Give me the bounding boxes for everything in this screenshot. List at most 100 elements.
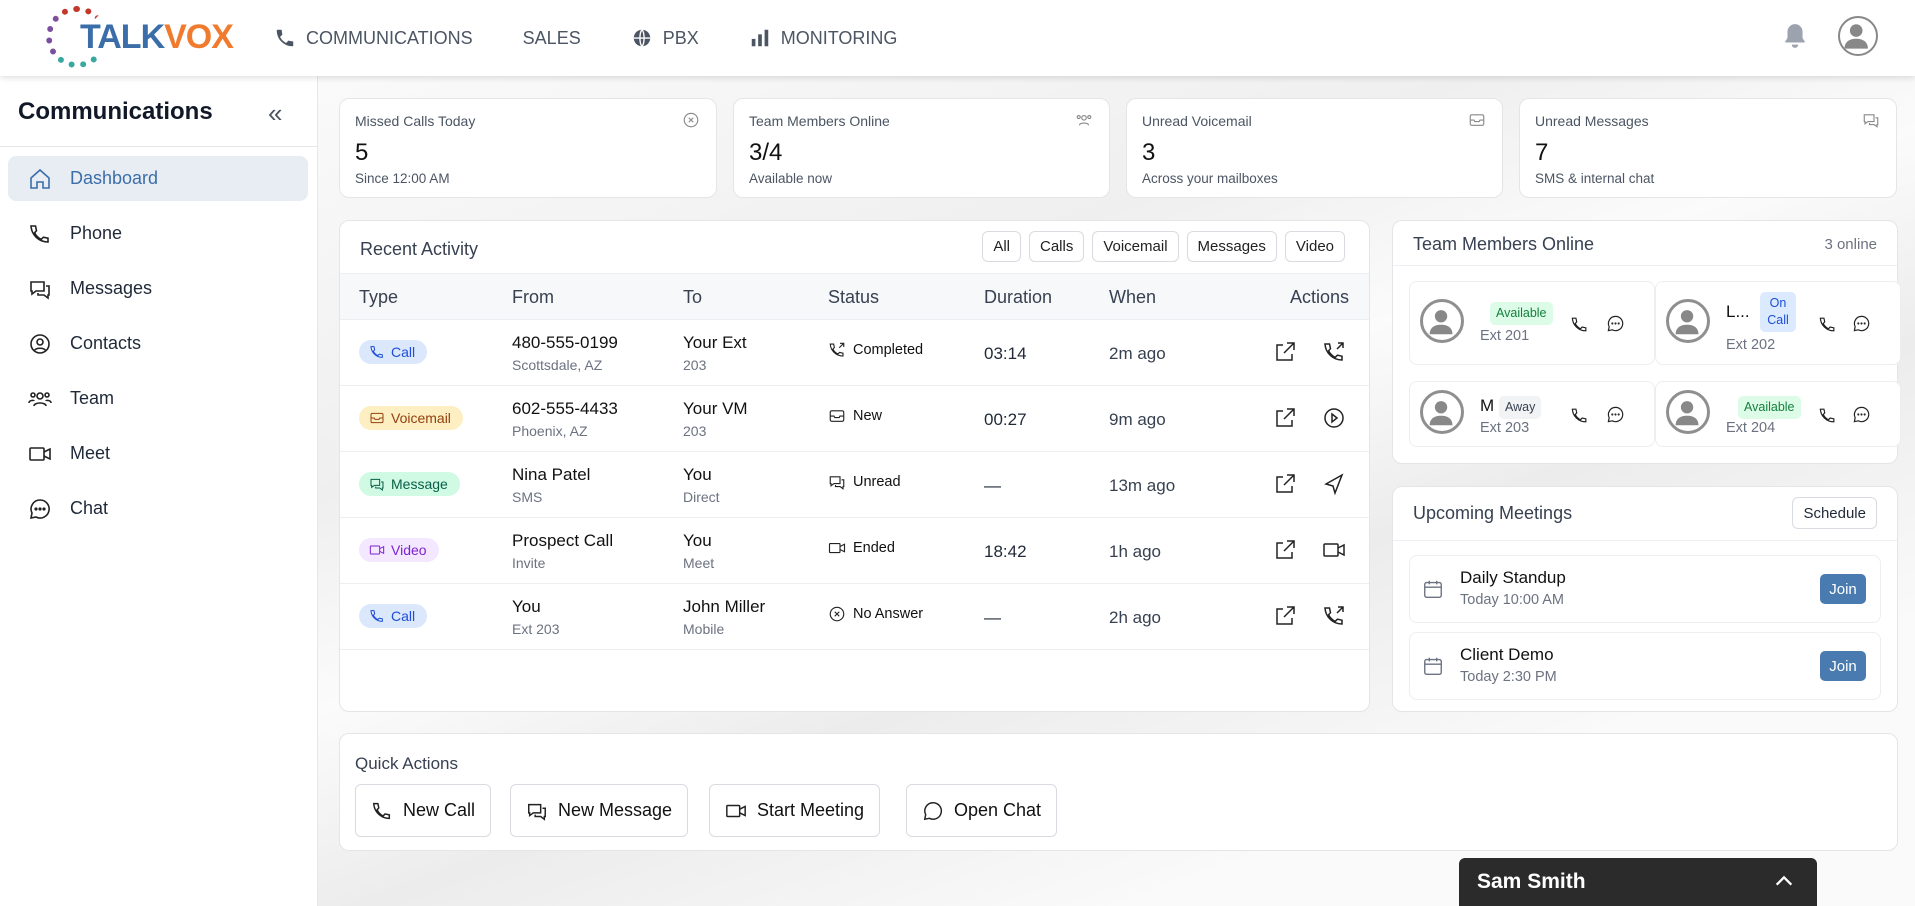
bar-chart-icon [751, 29, 768, 47]
member-ext: Ext 204 [1726, 420, 1776, 436]
start-meeting-button[interactable]: Start Meeting [709, 784, 881, 837]
divider [1393, 265, 1897, 266]
filter-calls[interactable]: Calls [1028, 231, 1085, 262]
meeting-item[interactable]: Client Demo Today 2:30 PM Join [1409, 632, 1881, 700]
team-member-card[interactable]: Available Ext 204 [1655, 381, 1901, 447]
new-call-button[interactable]: New Call [355, 784, 492, 837]
chat-bar[interactable]: Sam Smith [1459, 858, 1817, 906]
quick-actions-card: Quick Actions New Call New Message Start… [339, 733, 1898, 851]
new-message-button[interactable]: New Message [510, 784, 689, 837]
sidebar-item-label: Chat [70, 498, 109, 518]
phone-icon [30, 224, 49, 243]
status: Unread [828, 473, 901, 491]
table-row[interactable]: Call You Ext 203 John Miller Mobile No A… [340, 584, 1369, 650]
filter-messages[interactable]: Messages [1186, 231, 1277, 262]
team-member-card[interactable]: M Away Ext 203 [1409, 381, 1655, 447]
calendar-icon [1424, 657, 1442, 675]
sidebar-item-contacts[interactable]: Contacts [8, 321, 308, 366]
nav-sales[interactable]: SALES [523, 28, 581, 49]
nav-label: SALES [522, 27, 581, 48]
when: 1h ago [1109, 542, 1161, 561]
sidebar-item-messages[interactable]: Messages [8, 266, 308, 311]
external-link-icon [1276, 342, 1295, 361]
table-row[interactable]: Video Prospect Call Invite You Meet Ende… [340, 518, 1369, 584]
status: Ended [828, 539, 895, 557]
schedule-button[interactable]: Schedule [1792, 497, 1877, 529]
external-link-icon [1276, 606, 1295, 625]
chevron-up-icon[interactable] [1773, 870, 1795, 892]
status-label: Unread [853, 474, 901, 490]
play-icon [1324, 408, 1344, 428]
stat-sub: Across your mailboxes [1142, 171, 1278, 186]
status-badge: On Call [1760, 292, 1796, 332]
type-badge: Voicemail [359, 406, 463, 430]
from-sub: Invite [512, 555, 546, 571]
meeting-title: Client Demo [1460, 645, 1554, 664]
collapse-sidebar-icon[interactable]: « [268, 98, 283, 128]
stat-sub: Since 12:00 AM [355, 171, 450, 186]
open-chat-button[interactable]: Open Chat [906, 784, 1058, 837]
stat-label: Unread Messages [1535, 113, 1649, 129]
card-title: Recent Activity [360, 239, 479, 259]
status-badge: Away [1499, 396, 1542, 419]
duration: — [984, 476, 1001, 495]
type-label: Call [391, 608, 416, 624]
filter-all[interactable]: All [982, 231, 1021, 262]
external-link-icon [1276, 474, 1295, 493]
video-icon [828, 542, 846, 554]
stat-unread-messages: Unread Messages 7 SMS & internal chat [1519, 98, 1897, 198]
status-badge: Available [1490, 302, 1553, 325]
sidebar-item-meet[interactable]: Meet [8, 431, 308, 476]
button-label: New Call [403, 800, 476, 820]
nav-communications[interactable]: COMMUNICATIONS [274, 27, 473, 49]
from-sub: Scottsdale, AZ [512, 357, 603, 373]
send-icon [1324, 473, 1344, 496]
column-header: Duration [984, 287, 1053, 307]
sidebar-item-chat[interactable]: Chat [8, 486, 308, 531]
to-value: You [683, 531, 712, 550]
column-header: Actions [1289, 287, 1349, 307]
team-member-card[interactable]: Available Ext 201 [1409, 281, 1655, 365]
member-name: L... [1726, 302, 1750, 321]
external-link-icon [1276, 408, 1295, 427]
user-avatar[interactable] [1838, 16, 1878, 56]
call-back-icon [1324, 342, 1344, 361]
join-button[interactable]: Join [1820, 651, 1866, 681]
team-member-card[interactable]: L... On Call Ext 202 [1655, 281, 1901, 365]
video-icon [29, 446, 51, 461]
nav-label: COMMUNICATIONS [306, 27, 473, 48]
message-icon [829, 476, 845, 490]
status-label: New [853, 408, 883, 424]
type-label: Message [391, 476, 448, 492]
filter-video[interactable]: Video [1284, 231, 1345, 262]
table-row[interactable]: Message Nina Patel SMS You Direct Unread… [340, 452, 1369, 518]
sidebar-item-label: Dashboard [70, 168, 159, 188]
logo-text: TALK [80, 18, 165, 56]
nav-pbx[interactable]: PBX [631, 27, 699, 49]
filter-voicemail[interactable]: Voicemail [1092, 231, 1179, 262]
type-label: Video [391, 542, 427, 558]
table-row[interactable]: Call 480-555-0199 Scottsdale, AZ Your Ex… [340, 320, 1369, 386]
nav-label: MONITORING [780, 27, 898, 48]
video-icon [1323, 543, 1345, 557]
join-button[interactable]: Join [1820, 574, 1866, 604]
meeting-item[interactable]: Daily Standup Today 10:00 AM Join [1409, 555, 1881, 623]
status-label: Ended [853, 540, 895, 556]
stat-sub: SMS & internal chat [1535, 171, 1655, 186]
talkvox-logo[interactable]: TALKVOX [46, 6, 236, 68]
nav-monitoring[interactable]: MONITORING [749, 27, 898, 49]
column-header: To [683, 287, 703, 307]
sidebar-item-dashboard[interactable]: Dashboard [8, 156, 308, 201]
duration: — [984, 608, 1001, 627]
table-row[interactable]: Voicemail 602-555-4433 Phoenix, AZ Your … [340, 386, 1369, 452]
bell-icon[interactable] [1782, 22, 1808, 50]
chat-icon [1853, 315, 1870, 332]
phone-icon [372, 802, 391, 819]
to-value: Your Ext [683, 333, 747, 352]
sidebar-item-phone[interactable]: Phone [8, 211, 308, 256]
sidebar-item-label: Meet [70, 443, 111, 463]
sidebar-item-team[interactable]: Team [8, 376, 308, 421]
type-label: Voicemail [391, 410, 451, 426]
when: 2m ago [1109, 344, 1166, 363]
phone-icon [1571, 408, 1587, 423]
